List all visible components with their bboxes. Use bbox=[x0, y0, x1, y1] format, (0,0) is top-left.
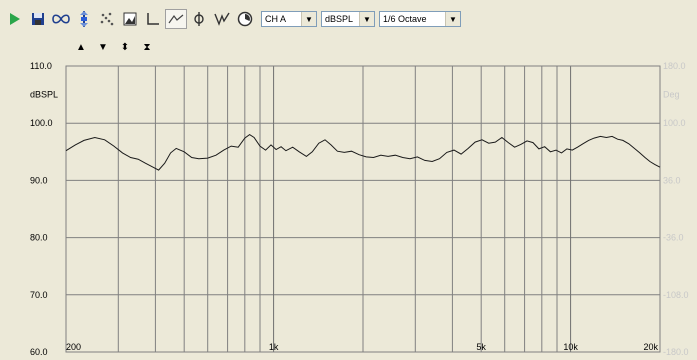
curve-icon[interactable] bbox=[165, 9, 187, 29]
left-tick-label: 90.0 bbox=[30, 175, 48, 185]
chevron-down-icon[interactable]: ▼ bbox=[301, 12, 316, 26]
right-tick-label: 36.0 bbox=[663, 175, 681, 185]
chevron-down-icon[interactable]: ▼ bbox=[445, 12, 460, 26]
x-tick-label: 200 bbox=[66, 342, 81, 352]
save-icon[interactable] bbox=[27, 9, 49, 29]
left-tick-label: 100.0 bbox=[30, 118, 53, 128]
left-axis-labels: 110.0 dBSPL 100.0 90.0 80.0 70.0 60.0 bbox=[30, 61, 58, 357]
right-tick-label: Deg bbox=[663, 90, 680, 100]
right-tick-label: -180.0 bbox=[663, 347, 689, 357]
toolbar: CH A ▼ dBSPL ▼ 1/6 Octave ▼ bbox=[0, 0, 697, 38]
units-select[interactable]: dBSPL ▼ bbox=[321, 11, 375, 27]
x-axis-labels: 200 1k 5k 10k 20k bbox=[66, 342, 658, 352]
smoothing-select-value: 1/6 Octave bbox=[383, 14, 427, 24]
right-tick-label: 100.0 bbox=[663, 118, 686, 128]
x-tick-label: 1k bbox=[269, 342, 279, 352]
axis-icon[interactable] bbox=[142, 9, 164, 29]
toolbar-buttons: CH A ▼ dBSPL ▼ 1/6 Octave ▼ bbox=[4, 9, 461, 29]
x-tick-label: 20k bbox=[643, 342, 658, 352]
marker-icon[interactable] bbox=[73, 9, 95, 29]
play-icon[interactable] bbox=[4, 9, 26, 29]
compress-button[interactable]: ⧗ bbox=[143, 41, 151, 53]
channel-select[interactable]: CH A ▼ bbox=[261, 11, 317, 27]
impulse-icon[interactable] bbox=[211, 9, 233, 29]
image-icon[interactable] bbox=[119, 9, 141, 29]
plot-border bbox=[65, 65, 661, 353]
loop-icon[interactable] bbox=[50, 9, 72, 29]
grid bbox=[65, 65, 661, 353]
left-tick-label: 110.0 bbox=[30, 61, 52, 71]
units-select-value: dBSPL bbox=[325, 14, 354, 24]
trace-nav-toolbar: ▲ ▼ ⬍ ⧗ bbox=[70, 40, 158, 54]
left-tick-label: 60.0 bbox=[30, 347, 48, 357]
scatter-icon[interactable] bbox=[96, 9, 118, 29]
chevron-down-icon[interactable]: ▼ bbox=[359, 12, 374, 26]
move-down-button[interactable]: ▼ bbox=[98, 41, 108, 53]
left-tick-label: dBSPL bbox=[30, 90, 58, 100]
smoothing-select[interactable]: 1/6 Octave ▼ bbox=[379, 11, 461, 27]
right-tick-label: -36.0 bbox=[663, 233, 684, 243]
right-tick-label: 180.0 bbox=[663, 61, 686, 71]
x-tick-label: 5k bbox=[476, 342, 486, 352]
series-line bbox=[65, 133, 661, 171]
x-tick-label: 10k bbox=[563, 342, 578, 352]
phase-icon[interactable] bbox=[188, 9, 210, 29]
right-tick-label: -108.0 bbox=[663, 290, 689, 300]
left-tick-label: 70.0 bbox=[30, 290, 48, 300]
gauge-icon[interactable] bbox=[234, 9, 256, 29]
right-axis-labels: 180.0 Deg 100.0 36.0 -36.0 -108.0 -180.0 bbox=[663, 61, 689, 357]
channel-select-value: CH A bbox=[265, 14, 287, 24]
left-tick-label: 80.0 bbox=[30, 233, 48, 243]
move-up-button[interactable]: ▲ bbox=[76, 41, 86, 53]
expand-button[interactable]: ⬍ bbox=[120, 41, 130, 53]
